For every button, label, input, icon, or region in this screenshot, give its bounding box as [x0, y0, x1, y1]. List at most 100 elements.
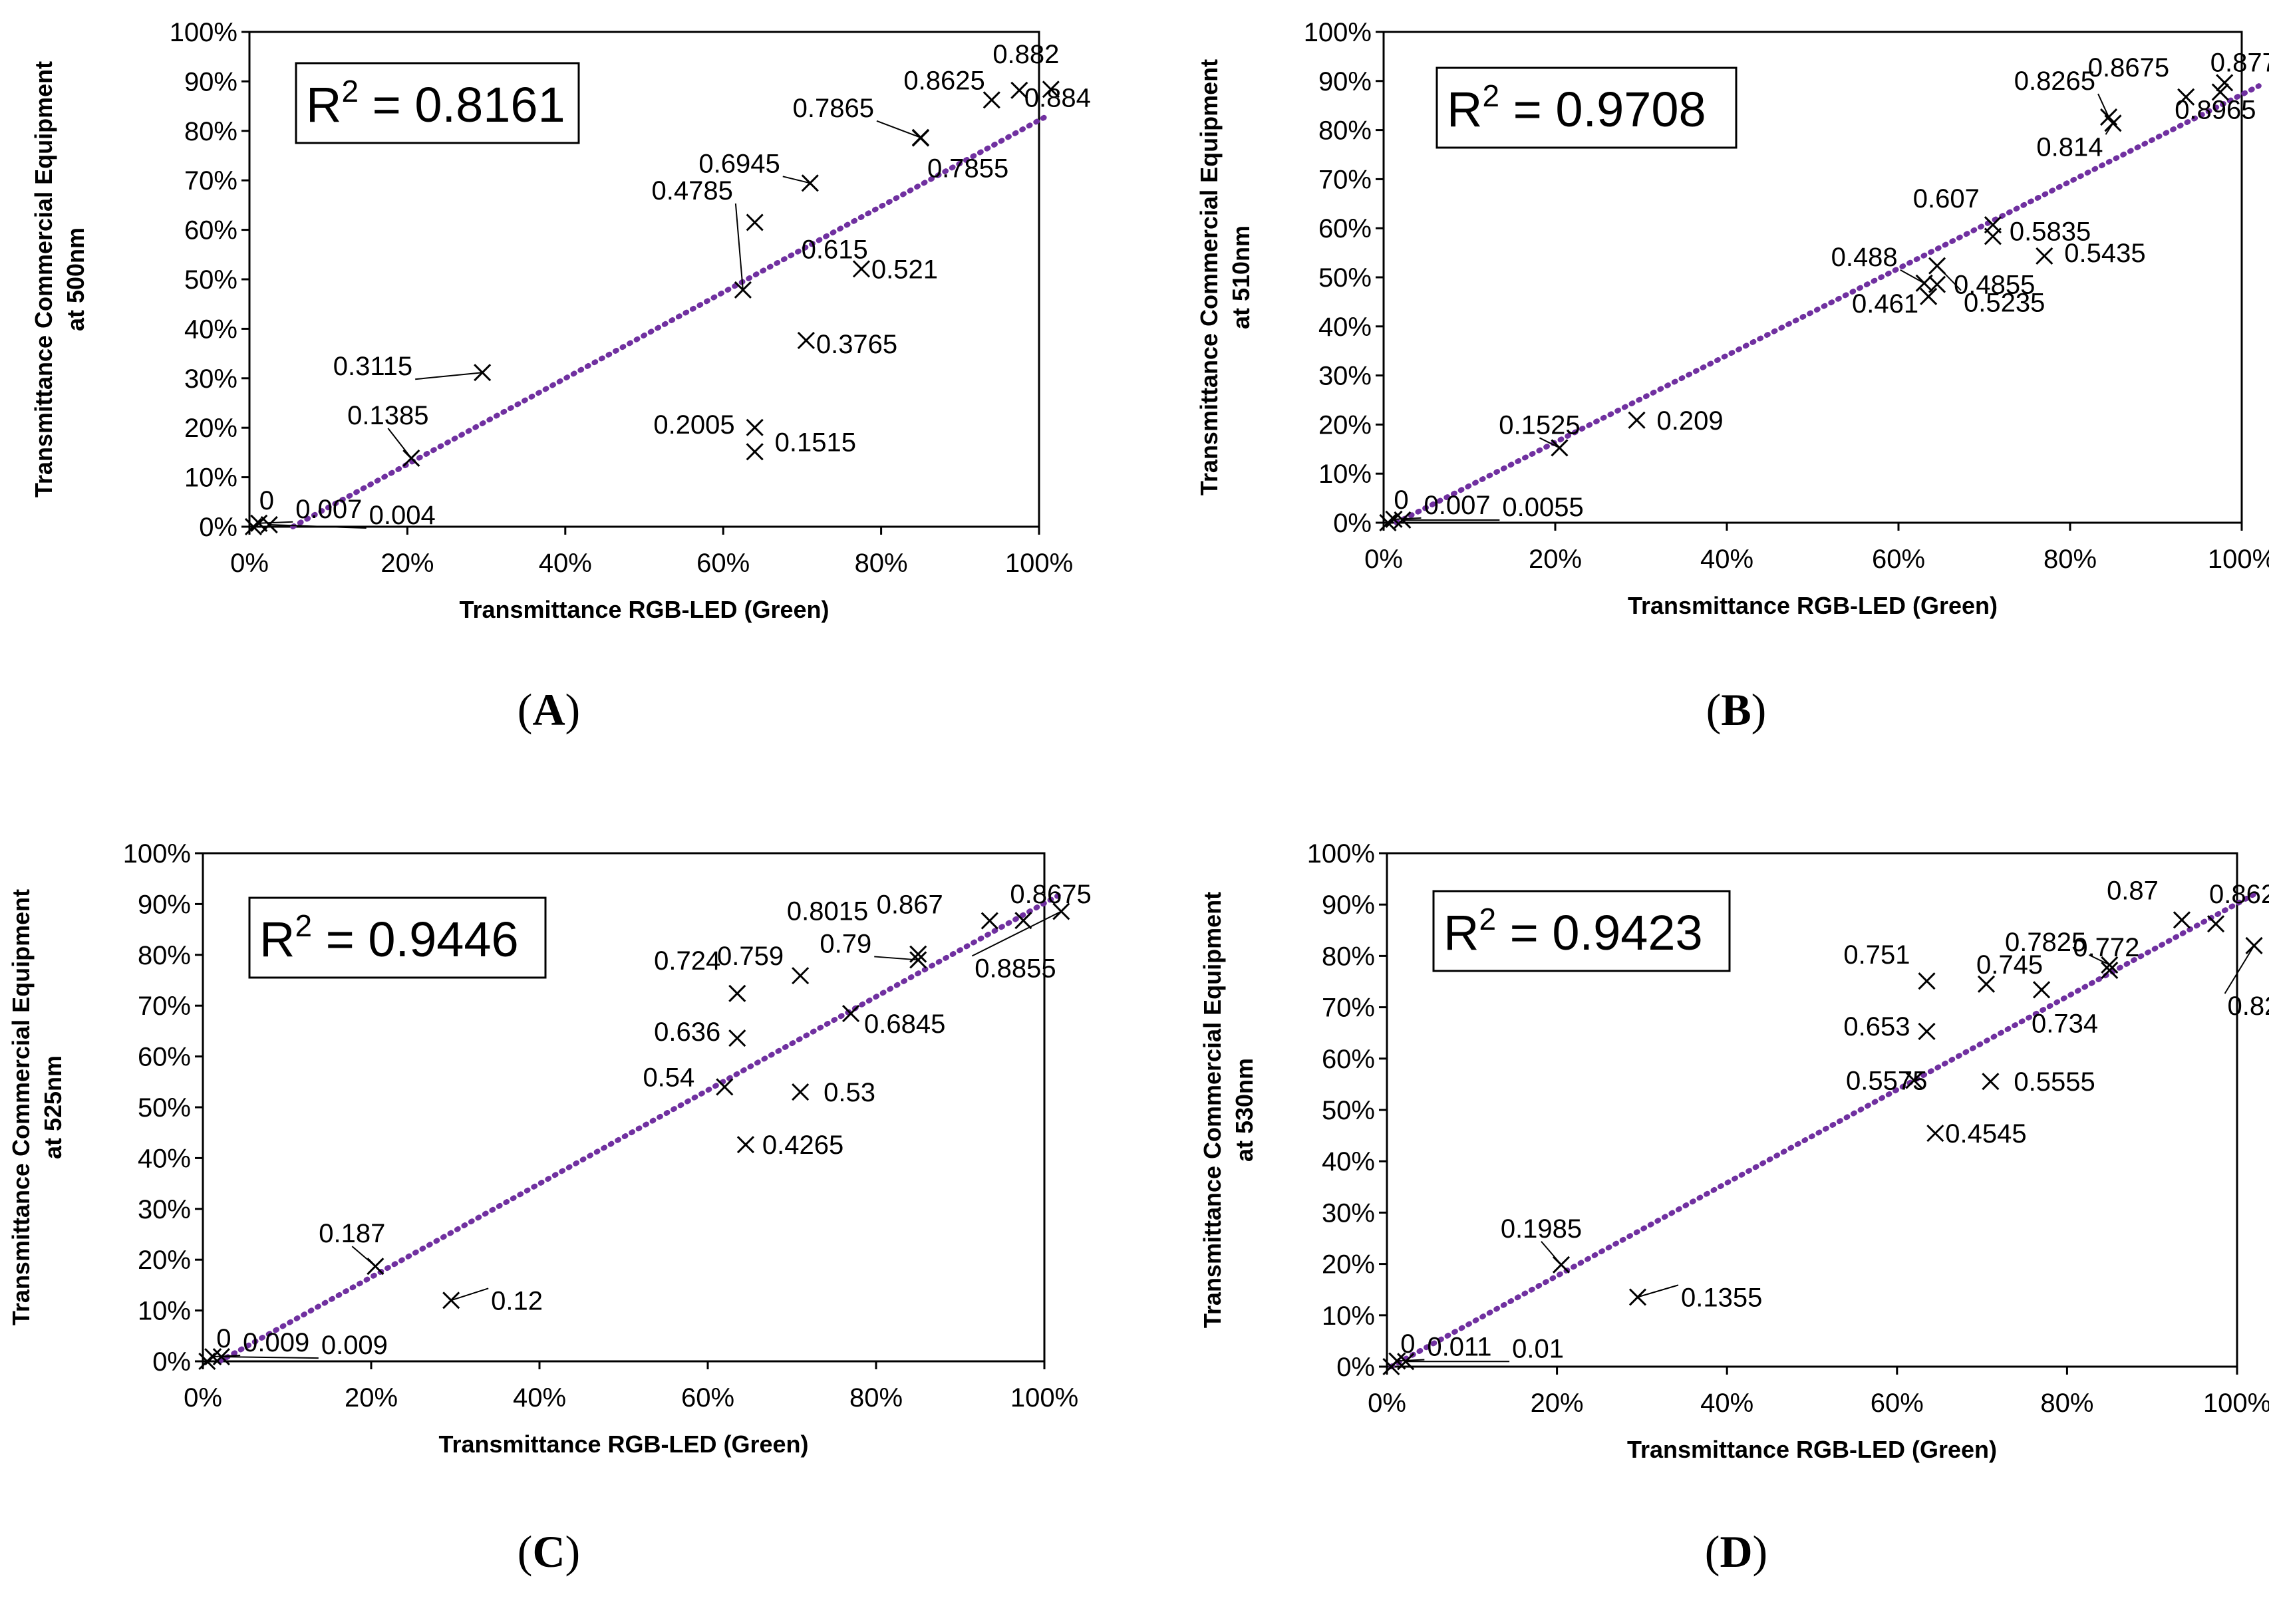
data-point-marker: [1984, 227, 2002, 245]
y-tick-label: 70%: [1318, 165, 1372, 194]
data-label: 0.814: [2036, 132, 2103, 162]
x-tick-label: 60%: [696, 549, 750, 578]
marker-stroke: [746, 213, 764, 231]
data-point-marker: [716, 1078, 734, 1096]
x-axis-label: Transmittance RGB-LED (Green): [438, 1430, 808, 1458]
y-tick-label: 90%: [1322, 890, 1375, 920]
data-label-leader: [269, 524, 367, 529]
linear-trendline: [217, 891, 1064, 1364]
data-label: 0.772: [2073, 933, 2139, 962]
marker-stroke: [792, 1083, 810, 1101]
data-point-marker: [736, 1136, 754, 1154]
data-label-leader: [450, 1287, 489, 1301]
data-label: 0.1525: [1499, 410, 1580, 440]
data-point-marker: [728, 1029, 746, 1047]
y-tick-label: 60%: [1318, 214, 1372, 243]
data-label-leader: [213, 1355, 241, 1358]
data-label: 0.8965: [2175, 95, 2256, 124]
marker-stroke: [983, 91, 1000, 109]
data-label-leader: [2105, 122, 2114, 135]
data-label: 0.867: [877, 890, 943, 920]
x-tick-label: 0%: [1364, 545, 1403, 574]
data-label: 0.461: [1852, 289, 1918, 319]
data-label-leader: [2088, 954, 2110, 966]
y-tick-label: 70%: [138, 992, 191, 1021]
data-point-marker: [1042, 80, 1060, 98]
data-label: 0.53: [824, 1078, 875, 1107]
data-label: 0.8675: [1010, 880, 1091, 909]
data-label-leader: [387, 428, 412, 459]
marker-stroke: [911, 129, 930, 147]
data-point-marker: [841, 1004, 860, 1023]
x-tick-label: 0%: [230, 549, 269, 578]
data-point-marker: [981, 912, 998, 930]
data-label: 0.5835: [2010, 217, 2091, 246]
data-label: 0.4265: [762, 1131, 843, 1160]
x-tick-label: 0%: [1368, 1389, 1406, 1418]
y-tick-label: 0%: [152, 1347, 191, 1377]
marker-stroke: [736, 1136, 754, 1154]
y-axis-label-line-2: at 525nm: [39, 1055, 67, 1159]
marker-stroke: [841, 1004, 860, 1023]
data-label: 0.724: [654, 946, 720, 976]
r-squared-box: [295, 62, 580, 144]
data-label-leader: [1637, 1284, 1679, 1298]
r-squared-text: R2 = 0.9708: [1447, 78, 1706, 137]
y-tick-label: 50%: [138, 1093, 191, 1123]
linear-trendline: [1388, 891, 2257, 1369]
data-label: 0.745: [1976, 950, 2043, 980]
data-label: 0.5575: [1846, 1067, 1927, 1096]
marker-stroke: [2101, 961, 2119, 980]
data-label: 0.8675: [2088, 53, 2169, 82]
data-point-marker: [911, 129, 930, 147]
y-tick-label: 40%: [184, 315, 237, 344]
y-tick-label: 80%: [1322, 942, 1375, 971]
r-squared-box: [1436, 67, 1738, 149]
x-axis-label: Transmittance RGB-LED (Green): [459, 596, 829, 623]
data-point-marker: [2173, 911, 2191, 929]
data-point-marker: [2032, 981, 2051, 999]
panel-letter-paren: (: [518, 684, 533, 735]
y-tick-label: 100%: [1307, 839, 1375, 869]
data-label-leader: [415, 372, 483, 380]
data-label: 0.54: [643, 1063, 694, 1092]
y-tick-label: 30%: [1318, 362, 1372, 391]
data-label-leader: [1539, 437, 1560, 449]
marker-stroke: [1014, 912, 1032, 930]
y-tick-label: 0%: [1333, 509, 1372, 538]
data-label: 0.01: [1512, 1334, 1564, 1363]
data-label: 0.8775: [2210, 48, 2269, 77]
marker-stroke: [1977, 975, 1996, 993]
data-label: 0.734: [2032, 1009, 2098, 1038]
data-label-leader: [1900, 269, 1925, 284]
chart-panel-a: 0% 10% 20% 30% 40% 50% 60% 70% 80% 90% 100% 0% 20% 40…: [30, 18, 1091, 735]
x-tick-label: 80%: [849, 1383, 903, 1413]
data-point-marker: [746, 213, 764, 231]
panel-letter: (B): [1706, 684, 1767, 735]
y-tick-label: 50%: [1318, 263, 1372, 293]
y-tick-label: 10%: [1322, 1301, 1375, 1331]
panel-letter-id: B: [1721, 684, 1751, 735]
data-point-marker: [2101, 961, 2119, 980]
data-label: 0: [1394, 485, 1408, 515]
y-tick-label: 20%: [1322, 1250, 1375, 1280]
y-axis-label-line-2: at 510nm: [1227, 225, 1255, 329]
y-tick-label: 80%: [138, 941, 191, 970]
data-label: 0.187: [319, 1219, 385, 1248]
y-tick-label: 70%: [1322, 994, 1375, 1023]
r-squared-value: = 0.9708: [1499, 82, 1706, 137]
chart-panel-b: 0% 10% 20% 30% 40% 50% 60% 70% 80% 90% 100% 0% 20% 40…: [1195, 18, 2269, 735]
data-label-leader: [971, 910, 1062, 957]
y-tick-label: 0%: [1336, 1353, 1375, 1382]
marker-stroke: [1928, 275, 1946, 293]
data-label: 0.009: [243, 1328, 309, 1357]
data-point-marker: [1918, 972, 1936, 990]
data-label-leader: [874, 956, 919, 961]
y-tick-label: 80%: [184, 117, 237, 146]
y-axis-label-line-2: at 530nm: [1231, 1058, 1258, 1162]
marker-stroke: [1918, 1022, 1936, 1040]
marker-stroke: [981, 912, 998, 930]
x-tick-label: 60%: [1872, 545, 1925, 574]
marker-stroke: [909, 945, 927, 963]
